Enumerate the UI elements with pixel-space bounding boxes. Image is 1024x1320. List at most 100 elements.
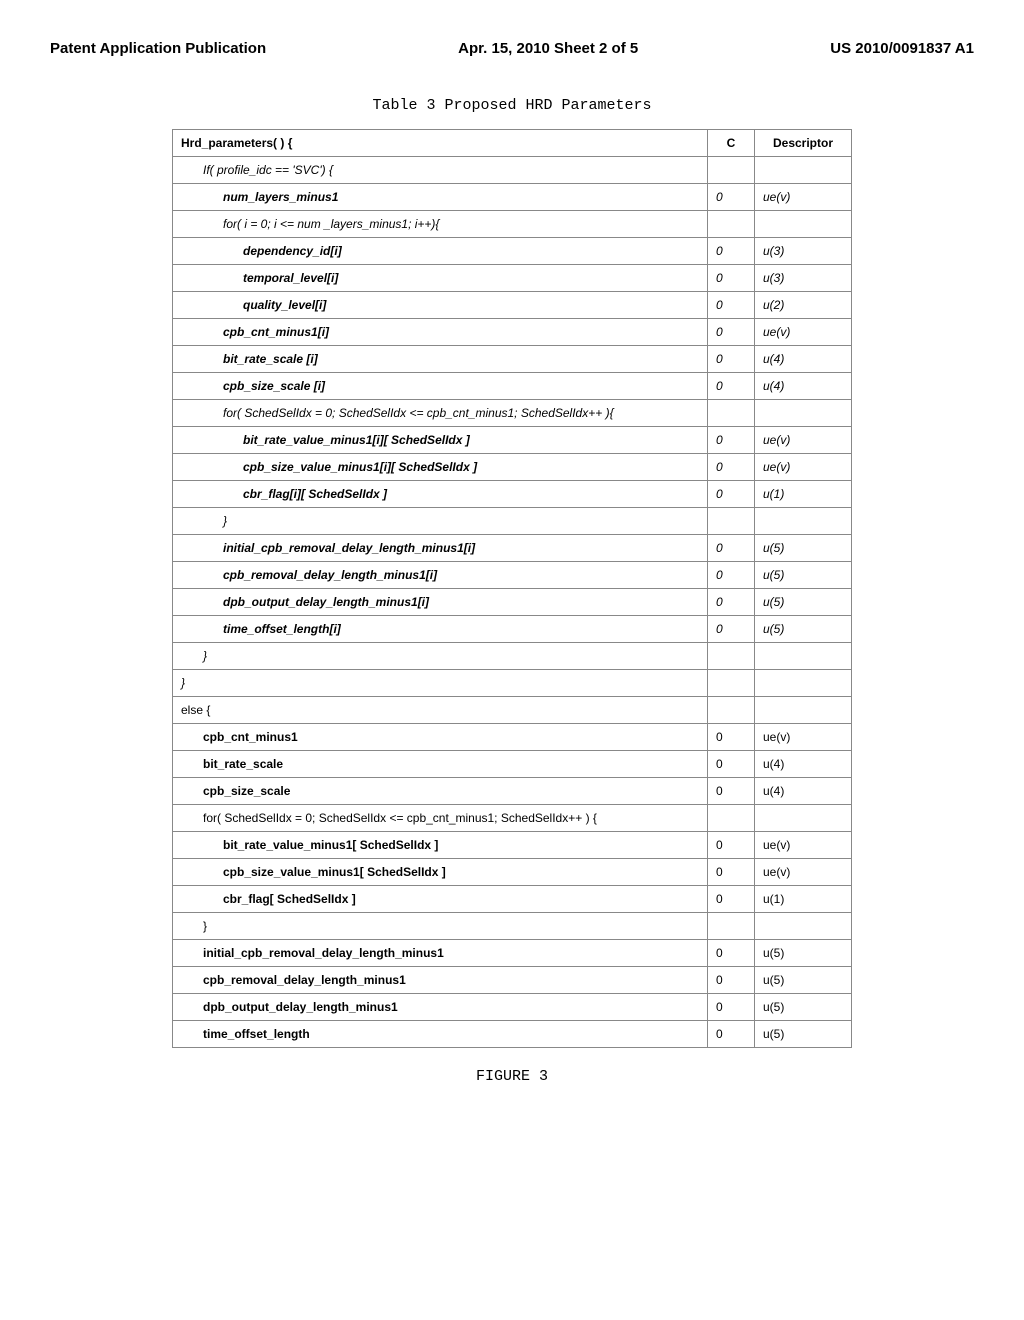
table-row: dpb_output_delay_length_minus1[i]0u(5) [173, 589, 852, 616]
descriptor-cell: u(5) [755, 1021, 852, 1048]
c-cell: 0 [708, 373, 755, 400]
c-cell: 0 [708, 886, 755, 913]
c-cell [708, 508, 755, 535]
descriptor-cell: ue(v) [755, 724, 852, 751]
table-row: for( SchedSelIdx = 0; SchedSelIdx <= cpb… [173, 400, 852, 427]
table-row: dependency_id[i]0u(3) [173, 238, 852, 265]
c-cell: 0 [708, 562, 755, 589]
table-row: for( SchedSelIdx = 0; SchedSelIdx <= cpb… [173, 805, 852, 832]
param-name-cell: time_offset_length[i] [173, 616, 708, 643]
descriptor-cell [755, 211, 852, 238]
param-name-cell: bit_rate_scale [173, 751, 708, 778]
param-name-cell: cpb_removal_delay_length_minus1 [173, 967, 708, 994]
param-name-cell: else { [173, 697, 708, 724]
table-row: cpb_size_scale [i]0u(4) [173, 373, 852, 400]
table-row: cpb_size_scale0u(4) [173, 778, 852, 805]
header-left: Patent Application Publication [50, 40, 266, 57]
descriptor-cell: u(5) [755, 562, 852, 589]
param-name-cell: cpb_size_scale [i] [173, 373, 708, 400]
param-name-cell: cpb_cnt_minus1[i] [173, 319, 708, 346]
table-row: bit_rate_value_minus1[i][ SchedSelIdx ]0… [173, 427, 852, 454]
param-name-cell: temporal_level[i] [173, 265, 708, 292]
param-name-cell: } [173, 508, 708, 535]
hrd-parameters-table: Hrd_parameters( ) { C Descriptor If( pro… [172, 129, 852, 1048]
param-name-cell: } [173, 643, 708, 670]
descriptor-cell: u(5) [755, 616, 852, 643]
descriptor-cell: ue(v) [755, 427, 852, 454]
col-header-c: C [708, 130, 755, 157]
descriptor-cell [755, 697, 852, 724]
c-cell: 0 [708, 616, 755, 643]
param-name-cell: initial_cpb_removal_delay_length_minus1[… [173, 535, 708, 562]
table-row: cpb_cnt_minus1[i]0ue(v) [173, 319, 852, 346]
descriptor-cell [755, 913, 852, 940]
c-cell: 0 [708, 967, 755, 994]
col-header-name: Hrd_parameters( ) { [173, 130, 708, 157]
table-row: num_layers_minus10ue(v) [173, 184, 852, 211]
descriptor-cell: u(4) [755, 778, 852, 805]
param-name-cell: cpb_size_value_minus1[ SchedSelIdx ] [173, 859, 708, 886]
descriptor-cell: u(5) [755, 994, 852, 1021]
table-row: cpb_removal_delay_length_minus1[i]0u(5) [173, 562, 852, 589]
c-cell [708, 697, 755, 724]
c-cell: 0 [708, 346, 755, 373]
c-cell [708, 805, 755, 832]
table-row: cpb_cnt_minus10ue(v) [173, 724, 852, 751]
c-cell: 0 [708, 994, 755, 1021]
table-header-row: Hrd_parameters( ) { C Descriptor [173, 130, 852, 157]
param-name-cell: } [173, 670, 708, 697]
c-cell: 0 [708, 238, 755, 265]
descriptor-cell [755, 643, 852, 670]
page-header: Patent Application Publication Apr. 15, … [50, 40, 974, 57]
c-cell: 0 [708, 940, 755, 967]
descriptor-cell: u(2) [755, 292, 852, 319]
descriptor-cell: u(5) [755, 940, 852, 967]
c-cell: 0 [708, 427, 755, 454]
param-name-cell: cpb_size_value_minus1[i][ SchedSelIdx ] [173, 454, 708, 481]
param-name-cell: bit_rate_value_minus1[ SchedSelIdx ] [173, 832, 708, 859]
table-row: } [173, 643, 852, 670]
descriptor-cell: u(5) [755, 589, 852, 616]
param-name-cell: num_layers_minus1 [173, 184, 708, 211]
param-name-cell: cbr_flag[ SchedSelIdx ] [173, 886, 708, 913]
table-row: } [173, 670, 852, 697]
c-cell: 0 [708, 292, 755, 319]
c-cell: 0 [708, 481, 755, 508]
c-cell [708, 643, 755, 670]
table-row: initial_cpb_removal_delay_length_minus10… [173, 940, 852, 967]
param-name-cell: cpb_size_scale [173, 778, 708, 805]
table-row: bit_rate_scale [i]0u(4) [173, 346, 852, 373]
table-row: for( i = 0; i <= num _layers_minus1; i++… [173, 211, 852, 238]
c-cell [708, 913, 755, 940]
table-row: initial_cpb_removal_delay_length_minus1[… [173, 535, 852, 562]
c-cell: 0 [708, 724, 755, 751]
table-row: } [173, 508, 852, 535]
descriptor-cell [755, 805, 852, 832]
param-name-cell: cpb_removal_delay_length_minus1[i] [173, 562, 708, 589]
descriptor-cell [755, 508, 852, 535]
c-cell: 0 [708, 1021, 755, 1048]
descriptor-cell: u(1) [755, 481, 852, 508]
c-cell: 0 [708, 859, 755, 886]
table-row: cbr_flag[i][ SchedSelIdx ]0u(1) [173, 481, 852, 508]
param-name-cell: time_offset_length [173, 1021, 708, 1048]
descriptor-cell: u(1) [755, 886, 852, 913]
c-cell: 0 [708, 589, 755, 616]
table-row: bit_rate_scale0u(4) [173, 751, 852, 778]
descriptor-cell: u(3) [755, 265, 852, 292]
c-cell: 0 [708, 319, 755, 346]
header-center: Apr. 15, 2010 Sheet 2 of 5 [458, 40, 638, 57]
param-name-cell: for( SchedSelIdx = 0; SchedSelIdx <= cpb… [173, 805, 708, 832]
c-cell [708, 400, 755, 427]
param-name-cell: dependency_id[i] [173, 238, 708, 265]
c-cell: 0 [708, 535, 755, 562]
table-row: cpb_removal_delay_length_minus10u(5) [173, 967, 852, 994]
param-name-cell: quality_level[i] [173, 292, 708, 319]
descriptor-cell: ue(v) [755, 832, 852, 859]
descriptor-cell: ue(v) [755, 859, 852, 886]
c-cell [708, 157, 755, 184]
page-container: Patent Application Publication Apr. 15, … [0, 0, 1024, 1125]
c-cell: 0 [708, 184, 755, 211]
param-name-cell: initial_cpb_removal_delay_length_minus1 [173, 940, 708, 967]
param-name-cell: cbr_flag[i][ SchedSelIdx ] [173, 481, 708, 508]
